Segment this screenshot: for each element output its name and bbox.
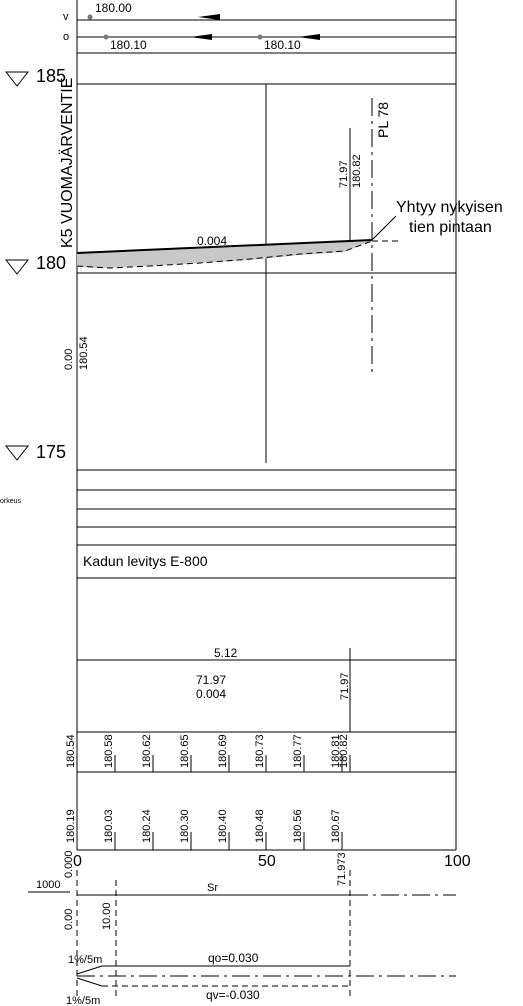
curve-value-1: 0.00 xyxy=(63,909,75,930)
design-height-value: 180.65 xyxy=(179,734,191,768)
curve-radius: 1000 xyxy=(36,879,60,891)
o-row-label: o xyxy=(63,31,69,43)
elevation-185-triangle xyxy=(4,71,30,87)
road-fill-area xyxy=(77,240,372,268)
end-station-value: 71.97 xyxy=(338,160,350,188)
lower-bands xyxy=(76,470,457,733)
start-station-value: 0.00 xyxy=(63,349,75,370)
elevation-175: 175 xyxy=(36,442,66,462)
design-height-row: 180.54 180.58 180.62 180.65 180.69 180.73 180.… xyxy=(65,734,351,772)
start-height-value: 180.54 xyxy=(78,336,90,370)
ground-height-value: 180.56 xyxy=(292,809,304,843)
elevation-markers: 185 180 175 xyxy=(4,66,66,462)
elevation-180: 180 xyxy=(36,253,66,273)
design-grade-line xyxy=(76,239,373,254)
design-height-value: 180.62 xyxy=(141,734,153,768)
end-height-value: 180.82 xyxy=(351,154,363,188)
profile-frame xyxy=(76,84,457,471)
ground-height-value: 180.30 xyxy=(179,809,191,843)
crossfall-taper-bottom xyxy=(76,977,103,987)
design-height-value: 180.54 xyxy=(65,734,77,768)
curve-sr-label: Sr xyxy=(207,882,218,894)
slope-top-value: 0.004 xyxy=(197,234,227,248)
curve-value-2: 10.00 xyxy=(101,902,113,930)
station-end-label: 71.973 xyxy=(336,852,348,886)
station-zero-text: 0.000 xyxy=(63,850,75,878)
crossfall-left-bottom: 1%/5m xyxy=(66,995,100,1006)
ground-height-value: 180.03 xyxy=(103,809,115,843)
station-100-label: 100 xyxy=(444,853,471,870)
note-line-2: tien pintaan xyxy=(409,219,492,236)
pl-label: PL 78 xyxy=(375,102,391,138)
ground-height-value: 180.19 xyxy=(65,809,77,843)
slope-mid-value: 0.004 xyxy=(196,687,226,701)
o-value-2: 180.10 xyxy=(264,38,301,52)
note-leader xyxy=(371,215,397,241)
station-0-label: 0 xyxy=(73,853,82,870)
crossfall-left-top: 1%/5m xyxy=(68,954,102,966)
v-direction-arrow xyxy=(198,14,220,20)
length-value: 5.12 xyxy=(214,646,238,660)
station-50-label: 50 xyxy=(258,853,276,870)
station-mid-value: 71.97 xyxy=(196,673,226,687)
design-height-value: 180.58 xyxy=(103,734,115,768)
o-direction-arrow-1 xyxy=(190,34,212,40)
ground-height-row: 180.19 180.03 180.24 180.30 180.40 180.48 180.… xyxy=(65,809,343,850)
top-band: v o 180.00 180.10 180.10 xyxy=(63,0,457,85)
ground-height-value: 180.40 xyxy=(217,809,229,843)
v-point-marker xyxy=(87,14,93,20)
ground-height-value: 180.67 xyxy=(330,809,342,843)
design-height-value: 180.81 xyxy=(330,734,342,768)
crossfall-taper-top xyxy=(76,965,103,975)
design-height-value: 180.73 xyxy=(254,734,266,768)
road-name: K5 VUOMAJÄRVENTIE xyxy=(58,78,76,248)
paving-label: Kadun levitys E-800 xyxy=(83,553,208,569)
design-height-value: 180.82 xyxy=(338,734,350,768)
side-label: orkeus xyxy=(0,498,22,505)
ground-height-value: 180.48 xyxy=(254,809,266,843)
elevation-180-triangle xyxy=(4,259,30,275)
note-line-1: Yhtyy nykyisen xyxy=(396,199,503,216)
elevation-185: 185 xyxy=(36,66,66,86)
design-height-value: 180.69 xyxy=(217,734,229,768)
existing-ground-line xyxy=(76,240,373,269)
crossfall-qv: qv=-0.030 xyxy=(206,988,260,1002)
crossfall-qo: qo=0.030 xyxy=(208,951,259,965)
o-value-1: 180.10 xyxy=(110,38,147,52)
design-height-value: 180.77 xyxy=(292,734,304,768)
o-point-marker-2 xyxy=(257,34,263,40)
v-value: 180.00 xyxy=(95,1,132,15)
v-row-label: v xyxy=(63,11,69,23)
o-direction-arrow-2 xyxy=(298,34,320,40)
ground-height-value: 180.24 xyxy=(141,809,153,843)
elevation-175-triangle xyxy=(4,445,30,461)
o-point-marker-1 xyxy=(103,34,109,40)
station-right-value: 71.97 xyxy=(339,672,351,700)
